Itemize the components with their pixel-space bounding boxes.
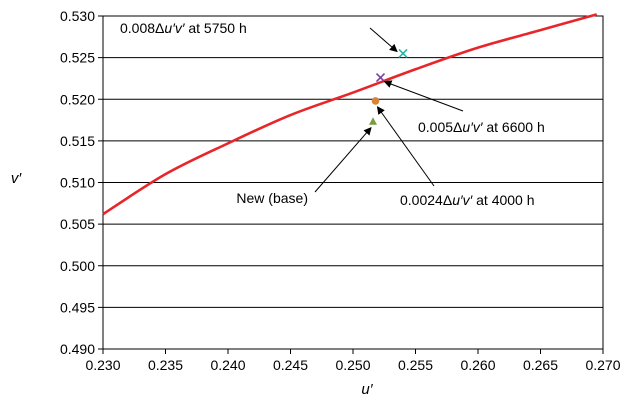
x-axis-title: u′ xyxy=(361,381,373,398)
x-tick-label: 0.255 xyxy=(398,357,433,373)
annotation-label: 0.005Δu′v′ at 6600 h xyxy=(418,119,545,135)
x-tick-label: 0.260 xyxy=(460,357,495,373)
annotation-label: 0.008Δu′v′ at 5750 h xyxy=(120,20,247,36)
annotation-labels: 0.008Δu′v′ at 5750 h 0.005Δu′v′ at 6600 h… xyxy=(120,20,545,208)
y-tick-label: 0.530 xyxy=(60,8,95,24)
x-tick-label: 0.245 xyxy=(273,357,308,373)
annotation-arrow xyxy=(383,80,464,112)
annotation-label: New (base) xyxy=(236,190,308,206)
annotation-arrow xyxy=(314,126,372,193)
x-axis-ticks: 0.230 0.235 0.240 0.245 0.250 0.255 0.260 0.265… xyxy=(85,349,621,373)
x-tick-label: 0.265 xyxy=(523,357,558,373)
gridlines xyxy=(103,15,603,350)
y-axis-ticks: 0.490 0.495 0.500 0.505 0.510 0.515 0.520 0.525… xyxy=(60,8,103,357)
point-circle-marker xyxy=(371,97,380,105)
locus-curve xyxy=(102,13,598,216)
x-tick-label: 0.230 xyxy=(85,357,120,373)
point-x-marker xyxy=(375,73,386,83)
y-tick-label: 0.520 xyxy=(60,91,95,107)
annotation-arrow xyxy=(369,27,398,53)
annotation-arrows xyxy=(314,27,464,193)
x-tick-label: 0.270 xyxy=(585,357,620,373)
annotation-arrow xyxy=(376,106,435,187)
annotation-label: 0.0024Δu′v′ at 4000 h xyxy=(400,192,535,208)
y-tick-label: 0.510 xyxy=(60,175,95,191)
y-tick-label: 0.505 xyxy=(60,216,95,232)
x-tick-label: 0.250 xyxy=(335,357,370,373)
x-tick-label: 0.235 xyxy=(148,357,183,373)
point-triangle-marker xyxy=(369,117,377,125)
y-tick-label: 0.490 xyxy=(60,341,95,357)
y-axis-title: v′ xyxy=(11,170,23,187)
y-tick-label: 0.500 xyxy=(60,258,95,274)
data-points xyxy=(369,48,408,125)
y-tick-label: 0.515 xyxy=(60,133,95,149)
y-tick-label: 0.525 xyxy=(60,50,95,66)
x-tick-label: 0.240 xyxy=(210,357,245,373)
point-x-marker xyxy=(398,48,408,59)
y-tick-label: 0.495 xyxy=(60,299,95,315)
